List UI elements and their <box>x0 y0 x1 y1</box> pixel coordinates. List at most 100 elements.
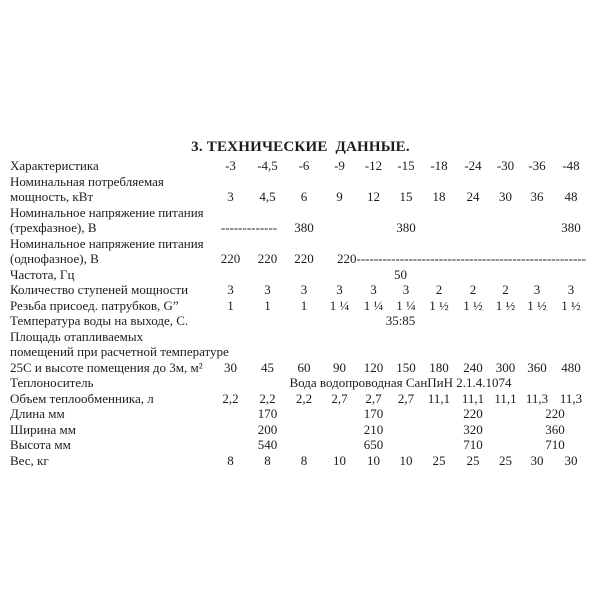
value-cell: 220 <box>463 406 483 421</box>
value-cell: 540 <box>257 437 278 452</box>
value-cell <box>490 205 521 236</box>
row-label: Объем теплообменника, л <box>10 390 154 406</box>
value-cell: 220 <box>294 251 314 266</box>
value-cell: 30 <box>530 452 544 468</box>
value-cell: 170 <box>257 406 278 421</box>
row-label: Характеристика <box>10 158 99 173</box>
table-row: Количество ступеней мощности 3 3 3 3 3 3 2 2 2 3 3 <box>10 282 589 298</box>
value-cell: 36 <box>530 189 544 204</box>
value-cell: -4,5 <box>257 158 278 173</box>
row-label: Номинальное напряжение питания (однофазн… <box>10 235 204 267</box>
value-cell: 1 ¼ <box>363 297 384 313</box>
value-cell: 3 <box>227 189 234 204</box>
value-cell: -12 <box>364 158 383 173</box>
value-cell: 2,7 <box>397 390 415 406</box>
value-cell: 320 <box>463 421 483 437</box>
value-cell: 11,1 <box>461 390 485 406</box>
table-row: Характеристика -3 -4,5 -6 -9 -12 -15 -18 -24 -30-… <box>10 158 589 174</box>
value-cell: 6 <box>300 189 308 204</box>
row-label: Длина мм <box>10 406 65 421</box>
value-cell: 360 <box>527 359 547 375</box>
value-cell: 2 <box>435 282 443 297</box>
value-cell: 210 <box>363 421 384 437</box>
table-row: Температура воды на выходе, С. 35:85 <box>10 313 589 329</box>
row-label: Теплоноситель <box>10 375 94 390</box>
row-label: Резьба присоед. патрубков, G” <box>10 297 179 313</box>
value-cell: 650 <box>363 437 384 452</box>
value-cell: 4,5 <box>259 189 276 204</box>
value-cell: 30 <box>564 452 578 468</box>
value-cell: 12 <box>367 189 380 204</box>
value-cell <box>322 422 357 438</box>
value-cell: 240 <box>463 359 483 375</box>
value-cell <box>286 437 322 453</box>
value-cell <box>212 406 249 422</box>
value-cell: 1 ½ <box>429 297 449 313</box>
value-cell: 170 <box>363 406 384 421</box>
value-cell: 220 <box>220 251 241 266</box>
value-cell: 180 <box>429 359 449 375</box>
page-title: 3. ТЕХНИЧЕСКИЕ ДАННЫЕ. <box>191 139 410 155</box>
value-cell: -36 <box>528 158 546 173</box>
table-row: Высота мм 540 650 710 710 <box>10 437 589 453</box>
table-row: Площадь отапливаемых помещений при расче… <box>10 329 589 376</box>
value-cell: 11,1 <box>494 390 517 406</box>
value-cell <box>521 205 553 236</box>
value-cell: -6 <box>298 158 310 173</box>
value-cell: 3 <box>227 282 234 297</box>
value-cell: 50 <box>394 266 407 282</box>
value-cell <box>490 406 521 422</box>
value-cell: 2,2 <box>295 390 313 406</box>
value-cell: 2 <box>502 282 509 297</box>
value-cell <box>422 422 456 438</box>
value-cell: 3 <box>336 282 343 297</box>
value-cell: 90 <box>333 359 346 375</box>
table-row: Частота, Гц 50 <box>10 267 589 283</box>
row-label: Ширина мм <box>10 421 76 437</box>
value-cell: 2,7 <box>331 390 348 406</box>
value-cell: 18 <box>432 189 446 204</box>
value-cell: 25 <box>499 452 512 468</box>
value-cell <box>390 437 422 453</box>
value-cell <box>322 406 357 422</box>
value-cell: 480 <box>561 359 581 375</box>
value-cell: 710 <box>463 437 483 452</box>
value-cell: -18 <box>430 158 448 173</box>
spec-table: Характеристика -3 -4,5 -6 -9 -12 -15 -18 -24 -30-… <box>10 158 589 468</box>
value-cell: 1 <box>300 297 308 313</box>
spec-table-body: Характеристика -3 -4,5 -6 -9 -12 -15 -18 -24 -30-… <box>10 158 589 468</box>
value-cell: -15 <box>397 158 415 173</box>
table-row: Объем теплообменника, л 2,2 2,2 2,2 2,7 2,7 2,… <box>10 391 589 407</box>
table-row: Номинальное напряжение питания (трехфазн… <box>10 205 589 236</box>
value-cell: 3 <box>567 282 575 297</box>
table-row: Номинальное напряжение питания (однофазн… <box>10 236 589 267</box>
value-cell: 380 <box>396 220 416 235</box>
value-cell: 3 <box>402 282 410 297</box>
value-cell: 1 <box>227 297 234 313</box>
value-cell <box>490 437 521 453</box>
value-cell: 2 <box>469 282 477 297</box>
table-row: Резьба присоед. патрубков, G” 1 1 1 1 ¼ 1 ¼ 1 … <box>10 298 589 314</box>
value-cell <box>422 406 456 422</box>
value-cell <box>286 406 322 422</box>
row-label: Высота мм <box>10 437 71 452</box>
value-cell: 300 <box>495 359 516 375</box>
value-cell: 200 <box>257 421 278 437</box>
value-cell: 3 <box>533 282 541 297</box>
value-cell: 220 <box>257 251 278 266</box>
value-cell: -30 <box>496 158 515 173</box>
value-cell: 48 <box>564 189 578 204</box>
value-cell: 3 <box>300 282 308 297</box>
row-label: Номинальная потребляемая мощность, кВт <box>10 173 164 205</box>
value-cell: -48 <box>562 158 580 173</box>
value-cell: 8 <box>227 452 234 468</box>
value-cell: 220-------------------------------------… <box>337 251 586 266</box>
value-cell <box>390 406 422 422</box>
value-cell: 3 <box>370 282 377 297</box>
value-cell: 1 <box>264 297 271 313</box>
value-cell: 25 <box>466 452 480 468</box>
value-cell: 1 ½ <box>495 297 516 313</box>
row-label: Вес, кг <box>10 452 49 468</box>
value-cell: 35:85 <box>385 313 416 328</box>
